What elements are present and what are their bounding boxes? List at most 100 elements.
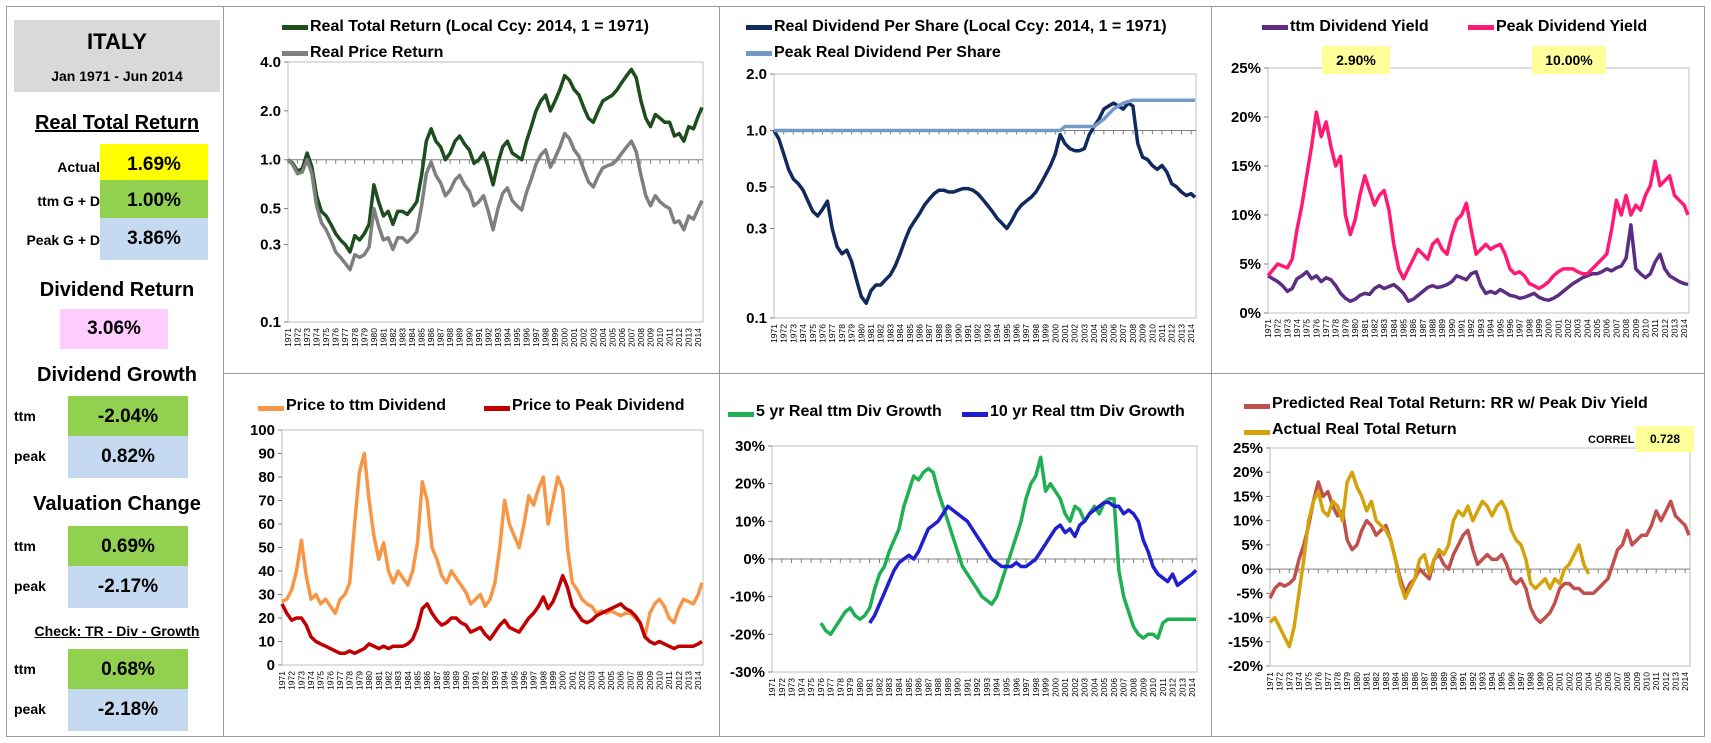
x-tick-label: 2006 <box>1602 319 1612 338</box>
x-tick-label: 2003 <box>1573 319 1583 338</box>
x-tick-label: 1998 <box>1524 319 1534 338</box>
y-tick-label: 5% <box>1239 256 1261 273</box>
x-tick-label: 1994 <box>500 671 510 690</box>
x-tick-label: 1997 <box>529 671 539 690</box>
x-tick-label: 1995 <box>509 671 519 690</box>
x-tick-label: 2011 <box>665 328 675 347</box>
x-tick-label: 1996 <box>522 328 532 347</box>
x-tick-label: 2012 <box>1660 319 1670 338</box>
divider <box>1211 7 1212 736</box>
x-tick-label: 2006 <box>1109 678 1119 697</box>
x-tick-label: 1982 <box>388 328 398 347</box>
check-ttm-value: 0.68% <box>68 649 188 691</box>
x-tick-label: 1982 <box>874 678 884 697</box>
dividend-growth-chart: -30%-20%-10%0%10%20%30%1971 1972 1973 1974 1… <box>730 438 1198 697</box>
x-tick-label: 1974 <box>1292 319 1302 338</box>
legend-peak-dividend-yield: Peak Dividend Yield <box>1496 18 1648 35</box>
legend-swatch <box>258 406 284 411</box>
y-tick-label: 0.5 <box>746 179 767 196</box>
x-tick-label: 1983 <box>393 671 403 690</box>
x-tick-label: 1980 <box>1352 672 1362 691</box>
x-tick-label: 2007 <box>625 671 635 690</box>
y-tick-label: -10% <box>730 589 765 606</box>
x-tick-label: 1989 <box>944 324 954 343</box>
vc-ttm-label: ttm <box>14 538 36 554</box>
x-tick-label: 1971 <box>283 328 293 347</box>
x-tick-label: 1980 <box>364 671 374 690</box>
x-tick-label: 2002 <box>577 671 587 690</box>
x-tick-label: 2006 <box>1603 672 1613 691</box>
x-tick-label: 1996 <box>519 671 529 690</box>
y-tick-label: 60 <box>258 516 275 533</box>
x-tick-label: 1997 <box>1021 324 1031 343</box>
x-tick-label: 1986 <box>426 328 436 347</box>
x-tick-label: 1990 <box>953 678 963 697</box>
x-tick-label: 1994 <box>1487 672 1497 691</box>
x-tick-label: 1996 <box>1506 672 1516 691</box>
x-tick-label: 1979 <box>1342 672 1352 691</box>
x-tick-label: 1975 <box>316 671 326 690</box>
x-tick-label: 1995 <box>1002 324 1012 343</box>
series-line <box>819 455 1196 640</box>
dg-ttm-label: ttm <box>14 408 36 424</box>
legend-swatch <box>962 412 988 417</box>
legend-price-to-peak-div: Price to Peak Dividend <box>512 397 685 414</box>
x-tick-label: 2012 <box>1168 678 1178 697</box>
plot-area <box>281 429 704 666</box>
x-tick-label: 1988 <box>442 671 452 690</box>
plot-area <box>287 61 704 323</box>
x-tick-label: 1973 <box>302 328 312 347</box>
x-tick-label: 1980 <box>856 324 866 343</box>
x-tick-label: 2001 <box>567 671 577 690</box>
x-tick-label: 2003 <box>588 328 598 347</box>
x-tick-label: 1972 <box>287 671 297 690</box>
dividend-return-title: Dividend Return <box>39 279 195 301</box>
y-tick-label: 2.0 <box>260 103 281 120</box>
peak-yield-value: 10.00% <box>1532 46 1606 74</box>
x-tick-label: 1991 <box>1458 672 1468 691</box>
dividend-yield-chart: 0% 5% 10% 15% 20% 25% 1971 1972 1973 1974 1975 1976… <box>1231 60 1690 338</box>
legend-actual-return: Actual Real Total Return <box>1272 421 1457 438</box>
x-tick-label: 1990 <box>1447 319 1457 338</box>
y-tick-label: 40 <box>258 563 275 580</box>
x-tick-label: 1978 <box>1333 672 1343 691</box>
x-tick-label: 1992 <box>483 328 493 347</box>
x-tick-label: 1976 <box>816 678 826 697</box>
x-tick-label: 1984 <box>1391 672 1401 691</box>
series-line <box>281 451 704 639</box>
x-tick-label: 2012 <box>1167 324 1177 343</box>
x-tick-label: 1992 <box>973 324 983 343</box>
x-tick-label: 1990 <box>1448 672 1458 691</box>
x-tick-label: 1987 <box>436 328 446 347</box>
x-tick-label: 2013 <box>1671 672 1681 691</box>
y-tick-label: -20% <box>730 626 765 643</box>
legend-swatch <box>1244 404 1270 409</box>
x-tick-label: 2005 <box>1099 678 1109 697</box>
x-tick-label: 1987 <box>432 671 442 690</box>
y-tick-label: 25% <box>1233 440 1263 457</box>
y-tick-label: 10% <box>1231 207 1261 224</box>
x-tick-label: 1998 <box>1031 678 1041 697</box>
x-tick-label: 2009 <box>1138 324 1148 343</box>
y-tick-label: 0.3 <box>260 237 281 254</box>
x-tick-label: 1989 <box>1437 319 1447 338</box>
y-tick-label: 25% <box>1231 60 1261 77</box>
x-tick-label: 1972 <box>779 324 789 343</box>
x-tick-label: 1979 <box>354 671 364 690</box>
x-tick-label: 1985 <box>412 671 422 690</box>
x-tick-label: 1990 <box>461 671 471 690</box>
x-tick-label: 2005 <box>607 328 617 347</box>
x-tick-label: 1986 <box>1410 672 1420 691</box>
x-tick-label: 1981 <box>378 328 388 347</box>
actual-value: 1.69% <box>100 144 208 186</box>
x-tick-label: 1992 <box>480 671 490 690</box>
x-tick-label: 2002 <box>1564 672 1574 691</box>
x-tick-label: 2006 <box>616 671 626 690</box>
x-tick-label: 1982 <box>1369 319 1379 338</box>
y-tick-label: 1.0 <box>746 122 767 139</box>
plot-area <box>1267 67 1690 314</box>
legend-swatch <box>282 51 308 56</box>
x-tick-label: 1982 <box>1371 672 1381 691</box>
legend-price-to-ttm-div: Price to ttm Dividend <box>286 397 447 414</box>
x-tick-label: 1991 <box>1457 319 1467 338</box>
